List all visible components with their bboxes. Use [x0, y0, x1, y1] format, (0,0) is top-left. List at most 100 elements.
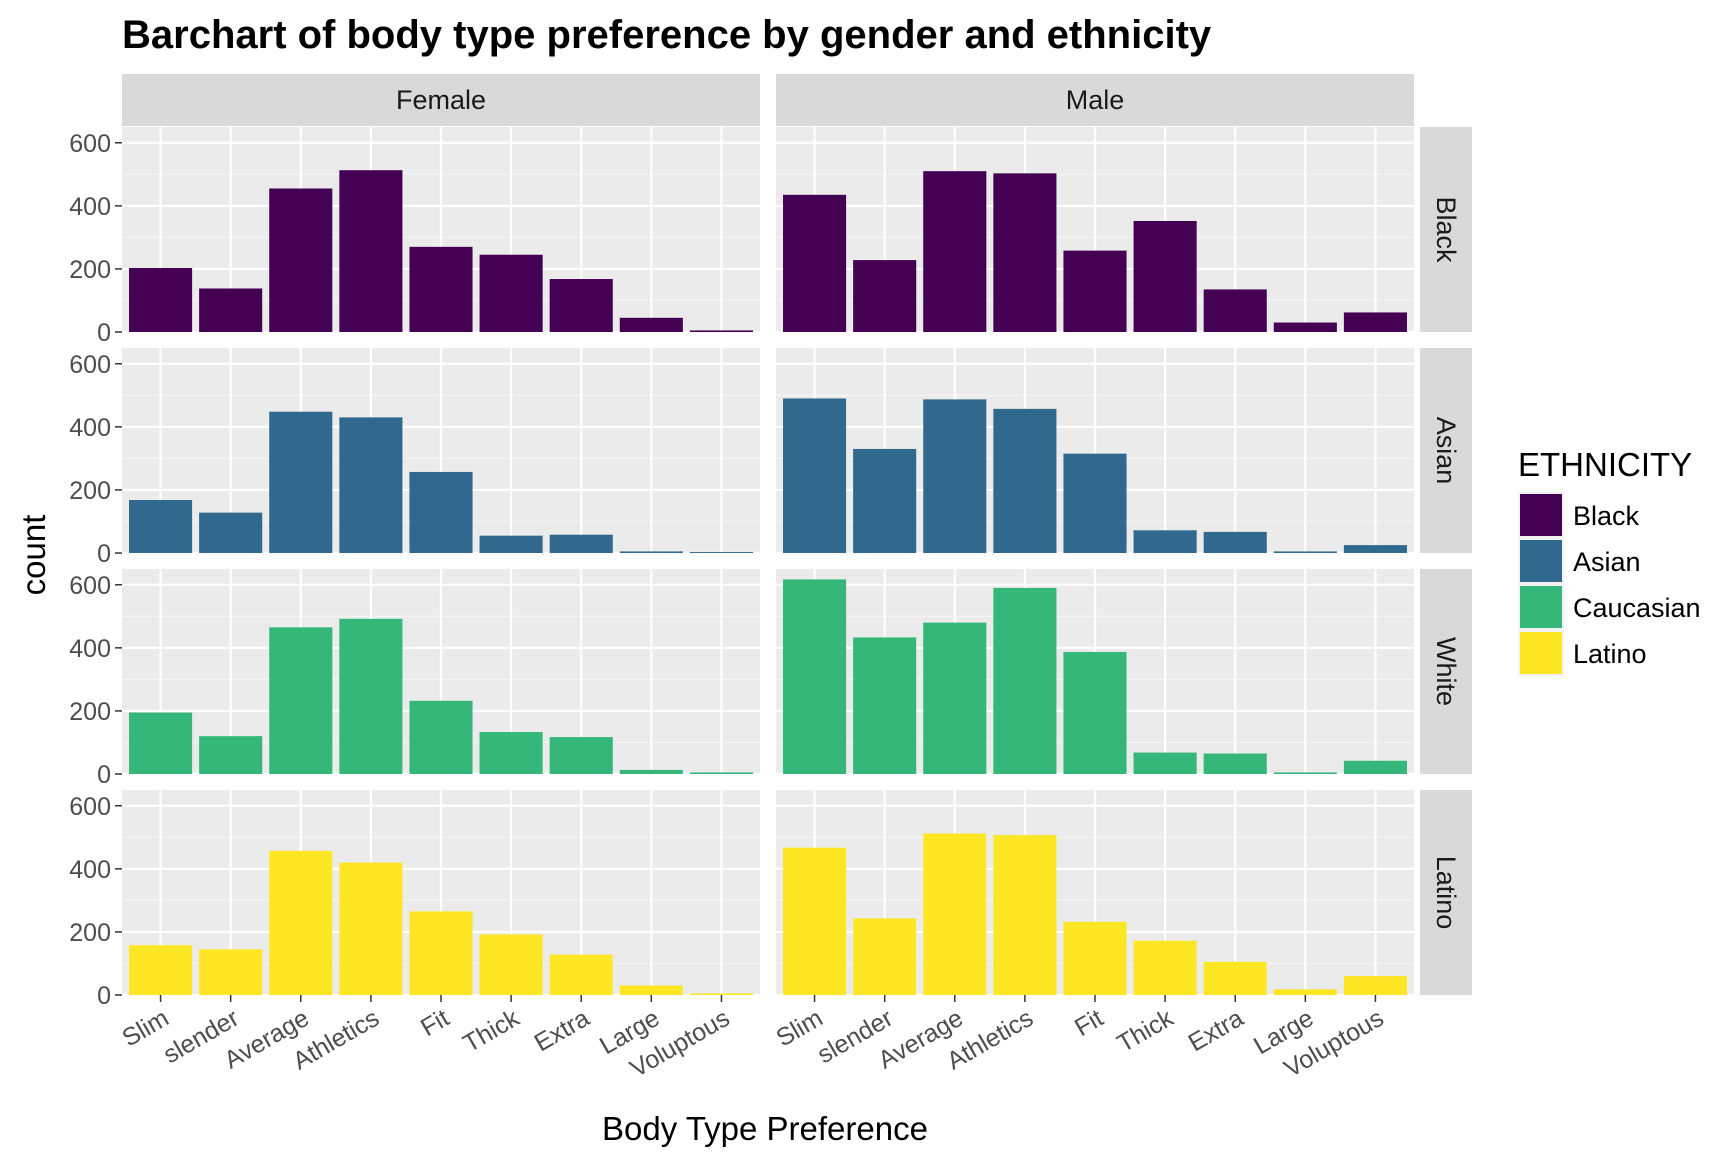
bar-thick [1133, 530, 1197, 553]
legend-title: ETHNICITY [1518, 446, 1692, 483]
legend-swatch-latino [1520, 632, 1562, 674]
bar-voluptous [1343, 976, 1407, 995]
bar-thick [1133, 940, 1197, 995]
bar-thick [479, 934, 543, 995]
legend-label-black: Black [1573, 501, 1640, 531]
bar-voluptous [689, 552, 753, 553]
bar-slim [783, 398, 847, 553]
facet-strip-latino [1420, 790, 1472, 995]
bar-athletics [993, 173, 1057, 332]
facet-strip-white [1420, 569, 1472, 774]
bar-slender [853, 918, 917, 995]
y-tick-label: 0 [97, 982, 111, 1010]
y-axis-title: count [15, 515, 52, 596]
bar-extra [549, 279, 613, 332]
y-tick-label: 600 [69, 351, 111, 379]
bar-slim [783, 194, 847, 332]
y-tick-label: 600 [69, 130, 111, 158]
y-tick-label: 200 [69, 919, 111, 947]
bar-extra [1203, 531, 1267, 553]
facet-strip-male [776, 74, 1414, 126]
bar-large [1273, 989, 1337, 995]
facet-strip-female [122, 74, 760, 126]
legend-swatch-caucasian [1520, 586, 1562, 628]
bar-average [269, 411, 333, 553]
bar-large [1273, 551, 1337, 553]
y-tick-label: 200 [69, 698, 111, 726]
bar-large [619, 769, 683, 774]
bar-slender [199, 736, 263, 774]
legend-label-latino: Latino [1573, 639, 1647, 669]
panel-male-black [776, 127, 1414, 334]
bar-voluptous [1343, 760, 1407, 774]
bar-voluptous [689, 993, 753, 995]
y-tick-label: 400 [69, 193, 111, 221]
legend-swatch-black [1520, 494, 1562, 536]
facet-strip-label: Male [1066, 85, 1125, 115]
panel-male-asian [776, 348, 1414, 555]
y-tick-label: 400 [69, 414, 111, 442]
bar-thick [479, 254, 543, 332]
bar-average [269, 850, 333, 995]
bar-slim [783, 579, 847, 774]
bar-voluptous [1343, 545, 1407, 553]
y-tick-label: 0 [97, 319, 111, 347]
y-tick-label: 0 [97, 761, 111, 789]
panel-female-black: 0 200 400 600 [69, 127, 760, 347]
legend: ETHNICITY Black Asian Caucasian Latino [1518, 446, 1701, 676]
y-tick-label: 600 [69, 572, 111, 600]
facet-strip-label: Latino [1431, 856, 1461, 930]
bar-athletics [993, 408, 1057, 553]
bar-thick [479, 732, 543, 774]
bar-fit [1063, 250, 1127, 332]
bar-slender [199, 949, 263, 995]
legend-label-asian: Asian [1573, 547, 1641, 577]
bar-average [923, 622, 987, 774]
bar-athletics [993, 587, 1057, 774]
facet-strip-black [1420, 127, 1472, 332]
bar-slender [199, 288, 263, 332]
bar-average [923, 833, 987, 995]
bar-slender [853, 637, 917, 774]
facet-strip-label: White [1431, 637, 1461, 706]
bar-extra [1203, 289, 1267, 332]
panel-male-white [776, 569, 1414, 776]
bar-slender [853, 448, 917, 553]
bar-extra [1203, 753, 1267, 774]
y-tick-label: 400 [69, 635, 111, 663]
bar-slender [853, 260, 917, 332]
bar-slim [129, 500, 193, 553]
y-tick-label: 200 [69, 477, 111, 505]
bar-average [269, 188, 333, 332]
bar-voluptous [1343, 312, 1407, 332]
facet-strip-label: Black [1431, 196, 1461, 263]
x-axis-title: Body Type Preference [602, 1110, 928, 1147]
bar-slim [783, 847, 847, 995]
bar-fit [409, 471, 473, 553]
bar-slim [129, 267, 193, 332]
bar-slim [129, 945, 193, 995]
facet-strip-label: Female [396, 85, 486, 115]
bar-average [923, 399, 987, 553]
bar-thick [1133, 752, 1197, 774]
bar-athletics [339, 862, 403, 995]
bar-large [619, 985, 683, 995]
panel-female-white: 0 200 400 600 [69, 569, 760, 789]
facet-strip-label: Asian [1431, 417, 1461, 485]
bar-voluptous [689, 772, 753, 774]
bar-athletics [339, 170, 403, 332]
bar-fit [409, 700, 473, 774]
bar-fit [409, 911, 473, 995]
bar-average [269, 627, 333, 774]
bar-voluptous [689, 330, 753, 332]
chart-title: Barchart of body type preference by gend… [122, 13, 1212, 57]
bar-extra [549, 737, 613, 774]
bar-athletics [339, 417, 403, 553]
bar-thick [479, 535, 543, 553]
bar-thick [1133, 220, 1197, 332]
y-tick-label: 600 [69, 793, 111, 821]
bar-fit [1063, 453, 1127, 553]
bar-slender [199, 512, 263, 553]
bar-athletics [993, 835, 1057, 995]
